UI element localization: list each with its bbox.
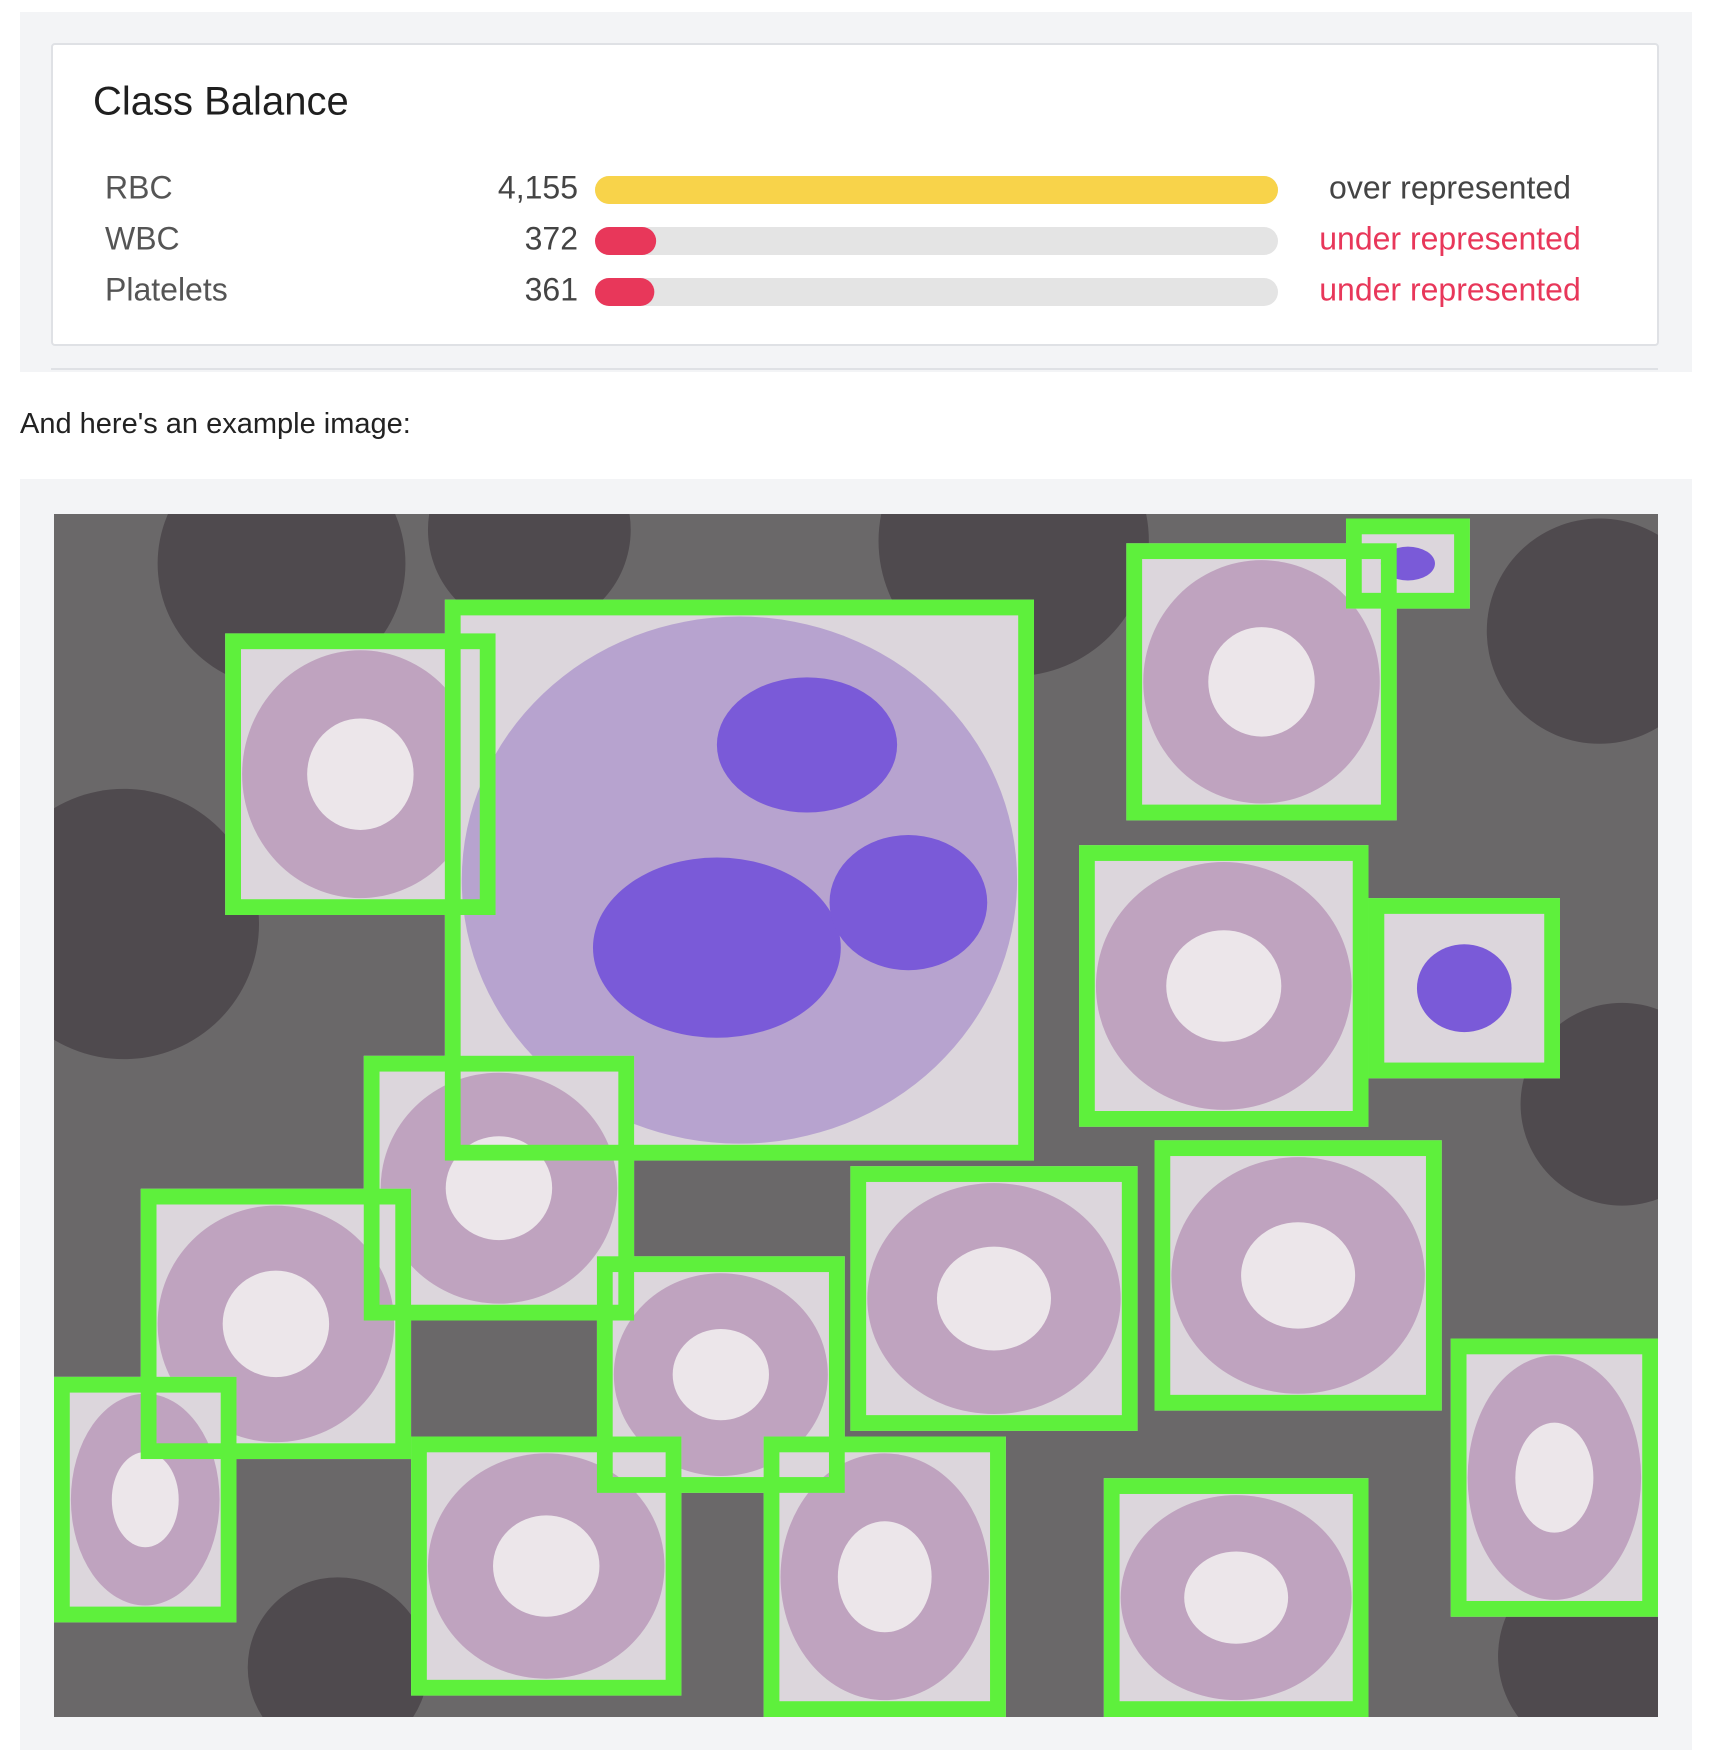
bounding-box xyxy=(225,633,496,915)
bar-track xyxy=(595,227,1278,255)
card-title: Class Balance xyxy=(93,80,349,124)
class-count: 361 xyxy=(525,271,578,307)
rbc-center xyxy=(1208,627,1315,737)
class-count: 372 xyxy=(525,220,578,256)
class-label: Platelets xyxy=(105,271,228,307)
rbc-center xyxy=(1166,930,1282,1042)
caption: And here's an example image: xyxy=(20,408,411,440)
class-label: RBC xyxy=(105,169,173,205)
rbc-center xyxy=(1241,1222,1356,1329)
background-cell xyxy=(247,1577,428,1717)
rbc-center xyxy=(493,1515,600,1617)
bounding-box xyxy=(1079,845,1369,1127)
rbc-center xyxy=(1515,1422,1594,1533)
status-label: over represented xyxy=(1329,169,1571,205)
bounding-box xyxy=(140,1188,412,1460)
platelet xyxy=(1416,944,1512,1033)
wbc-nucleus xyxy=(716,677,898,813)
bounding-box xyxy=(444,599,1034,1161)
rbc-center xyxy=(445,1136,553,1241)
rbc-center xyxy=(111,1451,179,1548)
bounding-box xyxy=(1368,898,1561,1079)
bounding-box xyxy=(850,1166,1138,1431)
status-label: under represented xyxy=(1319,271,1581,307)
bounding-box xyxy=(763,1436,1006,1717)
bounding-box xyxy=(1450,1338,1658,1617)
bar-track xyxy=(595,278,1278,306)
bounding-box xyxy=(411,1436,682,1696)
divider xyxy=(51,368,1658,370)
bounding-box xyxy=(1345,518,1470,609)
bounding-box xyxy=(1154,1140,1442,1411)
count-bar xyxy=(595,227,657,255)
wbc-nucleus xyxy=(829,835,988,971)
class-label: WBC xyxy=(105,220,180,256)
rbc-center xyxy=(1184,1551,1289,1644)
class-balance-chart: Class Balance RBC 4,155 over represented WB… xyxy=(93,80,1581,308)
bounding-box xyxy=(54,1376,237,1623)
example-image xyxy=(54,514,1658,1717)
rbc-center xyxy=(307,718,414,830)
bounding-box xyxy=(596,1256,845,1493)
rbc-center xyxy=(222,1270,330,1378)
count-bar xyxy=(595,176,1278,204)
rbc-center xyxy=(936,1246,1052,1351)
count-bar xyxy=(595,278,655,306)
background-cell xyxy=(54,788,259,1060)
bounding-box xyxy=(363,1055,635,1321)
bounding-box xyxy=(1126,543,1397,821)
wbc-nucleus xyxy=(592,857,841,1038)
class-count: 4,155 xyxy=(498,169,578,205)
bounding-box xyxy=(1103,1478,1369,1717)
rbc-center xyxy=(672,1328,769,1421)
status-label: under represented xyxy=(1319,220,1581,256)
rbc-center xyxy=(837,1521,932,1633)
background-cell xyxy=(1486,518,1658,744)
